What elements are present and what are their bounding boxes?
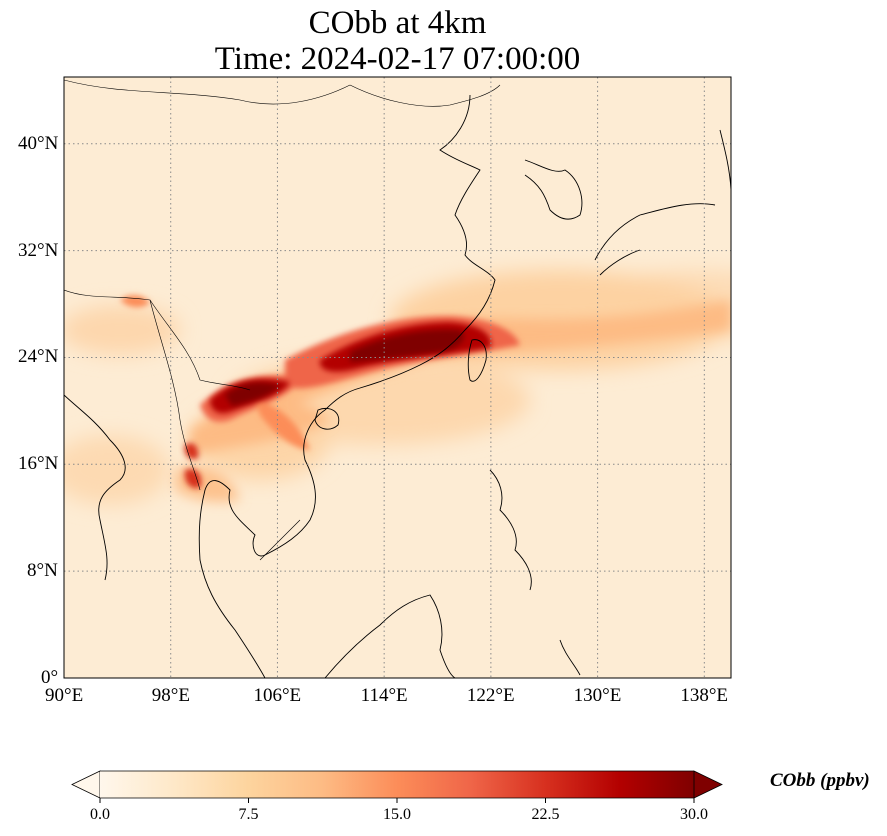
concentration-field <box>64 270 731 505</box>
border-line <box>64 79 351 105</box>
border-line <box>349 84 501 107</box>
hainan-coastline <box>314 407 340 430</box>
coastlines <box>64 79 731 678</box>
philippines-coastline <box>489 469 532 591</box>
lon-tick-label: 130°E <box>573 685 622 706</box>
lat-tick-label: 40°N <box>18 132 59 154</box>
borneo-coastline <box>324 594 456 678</box>
korea-coastline <box>524 159 583 220</box>
myanmar-coastline <box>64 394 126 581</box>
map-timestamp: Time: 2024-02-17 07:00:00 <box>214 41 581 77</box>
lon-tick-label: 106°E <box>253 685 302 706</box>
colorbar-label: CObb (ppbv) <box>770 770 870 791</box>
lat-tick-label: 16°N <box>18 453 59 475</box>
colorbar <box>71 770 723 803</box>
border-line <box>259 519 301 561</box>
map-frame <box>63 76 732 679</box>
border-line <box>64 289 251 391</box>
lat-tick-label: 32°N <box>18 239 59 261</box>
colorbar-tick-label: 15.0 <box>383 806 411 823</box>
colorbar-body <box>100 771 694 798</box>
lon-tick-label: 90°E <box>45 685 84 706</box>
lon-tick-label: 122°E <box>466 685 515 706</box>
colorbar-tick-label: 30.0 <box>680 806 708 823</box>
colorbar-tick-label: 0.0 <box>90 806 110 823</box>
lat-tick-label: 0° <box>41 667 59 688</box>
lat-tick-label: 8°N <box>27 560 58 582</box>
colorbar-tick-label: 7.5 <box>238 806 259 823</box>
indochina-coastline <box>198 409 326 678</box>
sulawesi-coastline <box>559 639 581 676</box>
taiwan-coastline <box>467 339 487 382</box>
lon-tick-label: 114°E <box>360 685 408 706</box>
lon-tick-label: 98°E <box>151 685 190 706</box>
colorbar-min-extend <box>71 770 101 799</box>
gridlines <box>64 77 731 678</box>
lat-tick-label: 24°N <box>18 346 59 368</box>
colorbar-max-extend <box>693 770 723 799</box>
border-line <box>149 299 201 491</box>
china-coastline <box>324 94 496 411</box>
lon-tick-label: 138°E <box>680 685 729 706</box>
colorbar-tick-label: 22.5 <box>531 806 560 823</box>
map-title: CObb at 4km <box>308 5 487 41</box>
